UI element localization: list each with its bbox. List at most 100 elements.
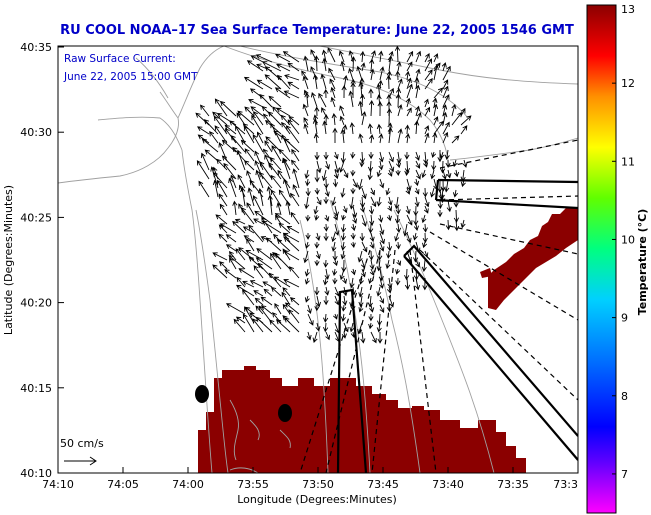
x-tick-label: 73:50 — [302, 478, 334, 491]
current-vector — [424, 69, 433, 81]
current-vector — [352, 214, 358, 224]
current-vector — [264, 140, 273, 153]
current-vector — [246, 202, 255, 216]
current-vector — [250, 106, 264, 117]
current-vector — [370, 196, 377, 208]
current-vector — [331, 232, 337, 243]
y-tick-label: 40:15 — [20, 382, 52, 395]
current-vector — [304, 92, 310, 108]
current-vector — [234, 218, 246, 225]
current-vector — [281, 121, 291, 135]
current-vector — [388, 160, 395, 173]
current-vector — [358, 133, 364, 144]
current-vector — [310, 66, 318, 81]
current-vector — [369, 58, 375, 72]
current-vector — [415, 84, 421, 99]
current-vector — [452, 189, 459, 198]
current-vector — [378, 160, 384, 171]
current-vector — [433, 64, 439, 81]
current-vector — [432, 97, 438, 108]
current-vector — [216, 179, 228, 198]
current-vector — [314, 214, 320, 221]
current-vector — [328, 67, 336, 81]
sst-patch-offshore — [488, 208, 578, 310]
current-vector — [376, 259, 382, 272]
current-vector — [290, 211, 300, 225]
current-vector — [278, 148, 291, 162]
current-vector — [287, 119, 300, 135]
current-vector — [270, 286, 282, 297]
current-vector — [424, 196, 430, 208]
current-vector — [387, 196, 393, 206]
current-vector — [288, 309, 300, 324]
current-vector — [228, 255, 246, 270]
current-vector — [312, 73, 319, 90]
current-vector — [350, 151, 356, 159]
current-vector — [415, 259, 420, 268]
current-vector — [451, 103, 457, 117]
current-vector — [287, 81, 300, 90]
current-vector — [358, 304, 364, 313]
current-vector — [257, 187, 264, 207]
current-vector — [404, 277, 411, 290]
current-vector — [406, 250, 412, 263]
current-vector — [314, 106, 320, 117]
current-vector — [444, 179, 450, 193]
current-vector — [350, 223, 357, 232]
current-vector — [316, 196, 322, 206]
current-vector — [303, 55, 309, 72]
current-vector — [305, 214, 311, 222]
current-vector — [422, 187, 428, 198]
current-vector — [378, 50, 384, 63]
current-vector — [224, 127, 237, 144]
current-vector — [216, 158, 228, 171]
current-vector — [242, 289, 255, 306]
current-vector — [215, 214, 228, 225]
x-axis-ticks: 74:10 74:05 74:00 73:55 73:50 73:45 73:40 73:35… — [42, 467, 579, 491]
current-vector — [415, 68, 421, 81]
current-vector — [376, 123, 382, 135]
current-vector — [452, 159, 458, 168]
current-vector — [442, 79, 449, 90]
current-vector — [322, 120, 328, 135]
colorbar-tick-label: 7 — [621, 468, 628, 481]
current-vector — [259, 161, 273, 180]
current-vector — [212, 179, 219, 198]
current-vector — [367, 160, 374, 172]
current-vector — [236, 276, 246, 288]
current-vector — [200, 104, 210, 117]
current-vector — [242, 313, 255, 333]
station-marker-north — [195, 385, 209, 403]
current-vector — [290, 192, 300, 207]
current-vector — [269, 157, 282, 171]
current-vector — [350, 81, 356, 99]
current-vector — [288, 266, 300, 279]
current-vector — [282, 178, 291, 198]
current-vector — [210, 166, 219, 189]
current-vector — [310, 91, 318, 108]
current-vector — [442, 85, 449, 99]
current-vector — [414, 196, 420, 208]
current-vector — [332, 268, 338, 276]
current-vector — [431, 151, 437, 158]
current-vector — [360, 331, 366, 344]
current-vector — [439, 151, 445, 159]
current-vector — [338, 50, 345, 63]
current-vector — [378, 133, 384, 144]
current-vector — [406, 77, 412, 90]
current-vector — [441, 169, 447, 180]
current-vector — [369, 134, 375, 144]
current-vector — [269, 319, 282, 333]
current-vector — [246, 170, 255, 189]
current-vector — [269, 252, 282, 270]
current-vector — [323, 196, 329, 205]
current-vector — [283, 250, 300, 261]
station-marker-south — [278, 404, 292, 422]
current-vector — [369, 304, 375, 313]
current-vector — [332, 178, 338, 188]
current-vector — [348, 50, 354, 63]
current-vector — [376, 83, 382, 99]
current-vector — [256, 131, 264, 144]
current-vector — [248, 256, 264, 270]
y-tick-label: 40:10 — [20, 467, 52, 480]
